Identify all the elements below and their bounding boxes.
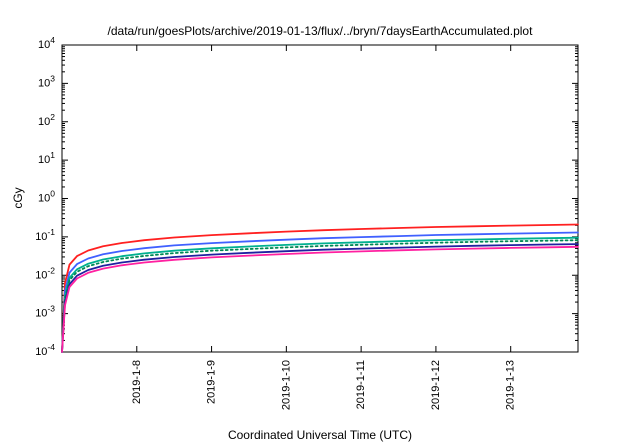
y-tick-label: 10-3 <box>35 304 55 320</box>
x-tick-label: 2019-1-9 <box>206 360 218 404</box>
x-tick-label: 2019-1-11 <box>355 360 367 409</box>
y-tick-label: 101 <box>38 150 55 166</box>
series-line-accumulated-dose-blue <box>61 231 579 353</box>
series-line-accumulated-dose-teal <box>61 236 579 353</box>
series-line-accumulated-dose-magenta <box>61 245 579 353</box>
y-tick-label: 10-4 <box>35 342 55 358</box>
chart-title: /data/run/goesPlots/archive/2019-01-13/f… <box>107 24 533 38</box>
y-tick-label: 103 <box>38 73 55 89</box>
y-tick-label: 100 <box>38 189 55 205</box>
x-tick-label: 2019-1-8 <box>131 360 143 404</box>
y-tick-label: 10-1 <box>35 227 55 243</box>
y-tick-label: 10-2 <box>35 265 55 281</box>
x-tick-label: 2019-1-10 <box>280 360 292 410</box>
x-tick-label: 2019-1-13 <box>505 360 517 410</box>
x-axis-title: Coordinated Universal Time (UTC) <box>227 428 413 442</box>
y-tick-label: 104 <box>38 35 55 51</box>
series-line-accumulated-dose-navy <box>61 243 579 353</box>
plot-frame <box>61 44 579 353</box>
series-line-accumulated-dose-green-dotted <box>61 239 579 353</box>
y-tick-label: 102 <box>38 112 55 128</box>
y-axis-title: cGy <box>11 187 25 209</box>
series-line-accumulated-dose-red <box>61 223 579 353</box>
x-tick-label: 2019-1-12 <box>430 360 442 410</box>
